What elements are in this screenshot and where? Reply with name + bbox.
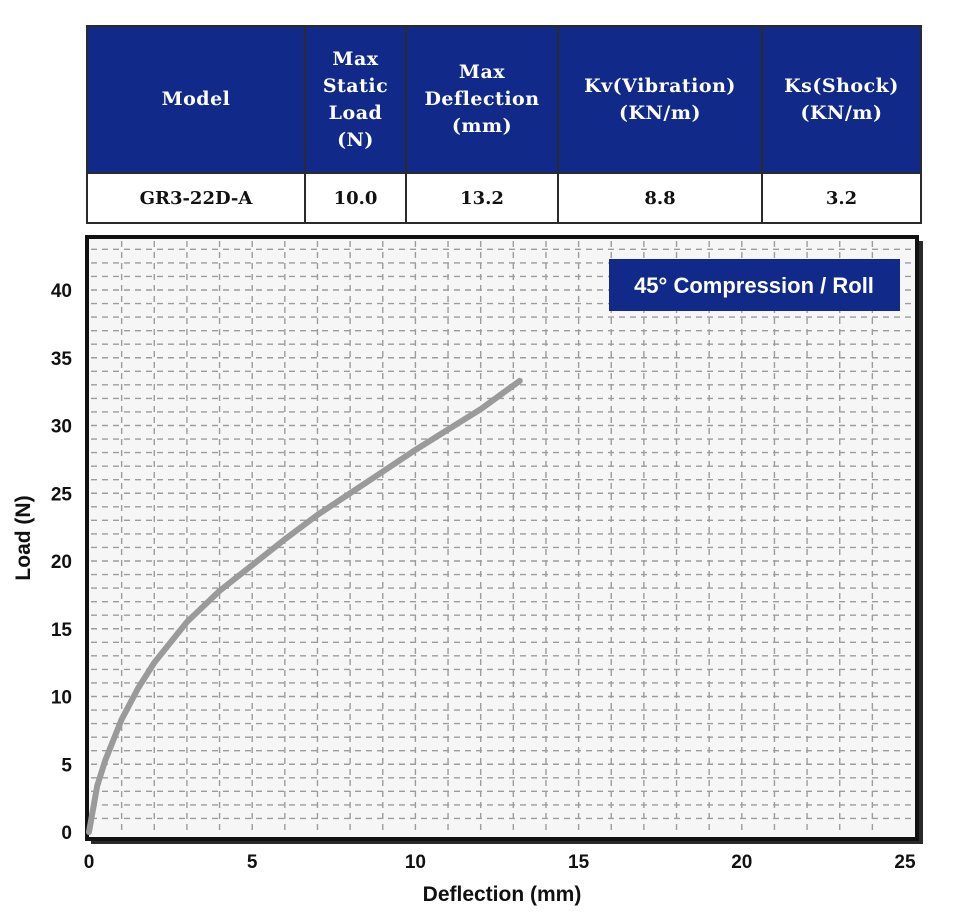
- series-line: [86, 377, 523, 835]
- header-line: Model: [161, 88, 231, 110]
- header-line: Ks(Shock): [784, 74, 899, 97]
- header-line: (KN/m): [800, 101, 883, 124]
- legend-box: 45° Compression / Roll: [609, 259, 900, 311]
- legend-background: [609, 259, 900, 311]
- load-deflection-chart: 0 5 10 15 20 25 30 35 40 0 5 10 15 20 25 45° Compress…: [12, 235, 923, 906]
- table-header-row: Model Max Static Load (N) Max Deflection (mm)…: [86, 25, 922, 174]
- x-tick-label: 5: [247, 852, 258, 873]
- chart-title: 45° Compression / Roll: [634, 273, 874, 298]
- spec-table: Model Max Static Load (N) Max Deflection (mm)…: [86, 25, 922, 224]
- cell-kv-vibration: 8.8: [557, 172, 763, 224]
- cell-model: GR3-22D-A: [86, 172, 306, 224]
- header-model: Model: [86, 25, 306, 174]
- x-tick-label: 15: [568, 852, 590, 873]
- table-row: GR3-22D-A 10.0 13.2 8.8 3.2: [86, 172, 922, 224]
- cell-ks-shock: 3.2: [761, 172, 922, 224]
- cell-max-deflection: 13.2: [405, 172, 559, 224]
- y-tick-label: 35: [51, 349, 73, 370]
- x-tick-label: 25: [894, 852, 916, 873]
- y-tick-labels: 0 5 10 15 20 25 30 35 40: [51, 281, 73, 844]
- header-line: Deflection: [424, 88, 540, 110]
- y-tick-label: 0: [61, 823, 72, 844]
- y-axis-title: Load (N): [12, 495, 35, 580]
- header-line: Static: [322, 74, 389, 97]
- y-tick-label: 10: [51, 688, 72, 709]
- header-max-deflection: Max Deflection (mm): [405, 25, 559, 174]
- y-tick-label: 5: [61, 755, 72, 776]
- header-kv-vibration: Kv(Vibration) (KN/m): [557, 25, 763, 174]
- series-group: [86, 377, 523, 835]
- header-line: (KN/m): [619, 101, 701, 124]
- header-line: Kv(Vibration): [584, 74, 736, 97]
- y-tick-label: 30: [51, 417, 72, 438]
- header-line: Load: [328, 101, 383, 124]
- chart-grid: [91, 241, 913, 835]
- x-tick-label: 0: [84, 852, 95, 873]
- cell-max-static-load: 10.0: [304, 172, 407, 224]
- header-max-static-load: Max Static Load (N): [304, 25, 407, 174]
- y-tick-label: 20: [51, 552, 72, 573]
- y-tick-label: 25: [51, 484, 73, 505]
- x-axis-title: Deflection (mm): [423, 883, 582, 906]
- x-tick-labels: 0 5 10 15 20 25: [84, 852, 916, 873]
- y-tick-label: 40: [51, 281, 72, 302]
- header-line: (N): [337, 128, 374, 151]
- header-line: (mm): [451, 115, 513, 137]
- x-tick-label: 10: [405, 852, 426, 873]
- header-line: Max: [458, 61, 506, 83]
- header-ks-shock: Ks(Shock) (KN/m): [761, 25, 922, 174]
- header-line: Max: [332, 47, 379, 70]
- plot-area: [85, 235, 919, 841]
- x-tick-label: 20: [731, 852, 752, 873]
- y-tick-label: 15: [51, 620, 73, 641]
